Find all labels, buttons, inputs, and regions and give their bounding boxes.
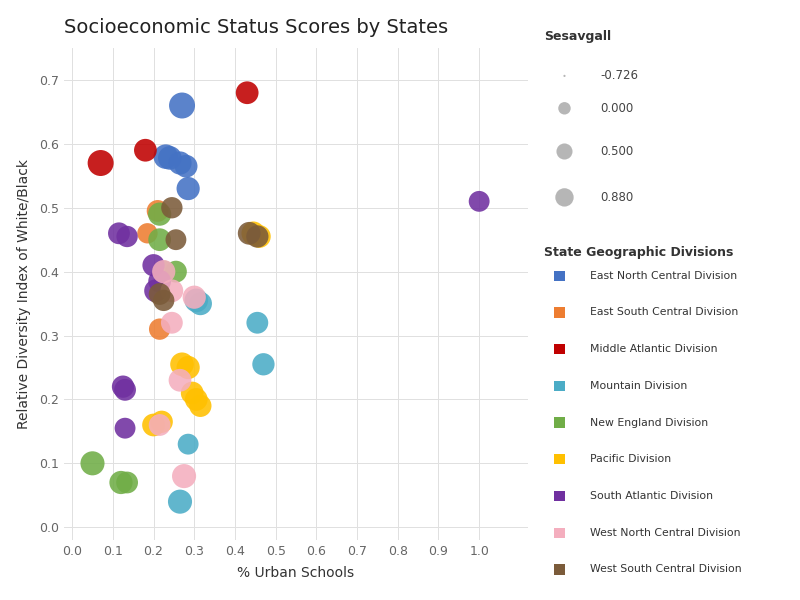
Point	[154, 325, 166, 334]
Text: Sesavgall: Sesavgall	[544, 30, 611, 43]
Point	[194, 401, 206, 410]
Point	[473, 197, 486, 206]
Point	[94, 158, 107, 168]
Point	[166, 318, 178, 328]
Point	[176, 101, 189, 110]
X-axis label: % Urban Schools: % Urban Schools	[238, 566, 354, 580]
Point	[241, 88, 254, 98]
Point	[178, 472, 190, 481]
Text: 0.880: 0.880	[600, 191, 634, 204]
Point	[170, 235, 182, 244]
Text: Middle Atlantic Division: Middle Atlantic Division	[590, 344, 718, 354]
Point	[247, 229, 260, 238]
Point	[154, 235, 166, 244]
Point	[190, 296, 202, 305]
Point	[174, 376, 186, 385]
Point	[151, 206, 164, 216]
Point	[154, 209, 166, 219]
Point	[114, 478, 127, 487]
Point	[188, 292, 201, 302]
Point	[182, 439, 194, 449]
Point	[182, 362, 194, 372]
Point	[158, 267, 170, 277]
Point	[159, 152, 172, 161]
Point	[158, 267, 170, 277]
Point	[121, 232, 134, 241]
Y-axis label: Relative Diversity Index of White/Black: Relative Diversity Index of White/Black	[17, 159, 31, 429]
Text: State Geographic Divisions: State Geographic Divisions	[544, 246, 734, 259]
Text: West South Central Division: West South Central Division	[590, 565, 742, 574]
Text: South Atlantic Division: South Atlantic Division	[590, 491, 713, 501]
Point	[180, 161, 193, 171]
Point	[117, 382, 130, 391]
Point	[149, 286, 162, 296]
Point	[147, 420, 160, 430]
Point	[257, 359, 270, 369]
Point	[176, 359, 189, 369]
Point	[251, 318, 264, 328]
Text: New England Division: New England Division	[590, 418, 708, 428]
Text: -0.726: -0.726	[600, 70, 638, 82]
Text: East North Central Division: East North Central Division	[590, 271, 738, 281]
Point	[154, 289, 166, 299]
Point	[242, 229, 255, 238]
Text: Mountain Division: Mountain Division	[590, 381, 687, 391]
Point	[163, 153, 176, 163]
Point	[170, 267, 182, 277]
Point	[86, 458, 99, 468]
Point	[155, 417, 168, 427]
Text: Socioeconomic Status Scores by States: Socioeconomic Status Scores by States	[64, 18, 448, 37]
Text: West North Central Division: West North Central Division	[590, 528, 741, 538]
Point	[158, 296, 170, 305]
Point	[174, 497, 186, 506]
Point	[154, 420, 166, 430]
Point	[194, 299, 206, 308]
Point	[174, 158, 186, 168]
Point	[166, 286, 178, 296]
Text: 0.000: 0.000	[600, 102, 634, 115]
Point	[139, 145, 152, 155]
Point	[141, 229, 154, 238]
Point	[166, 203, 178, 212]
Text: Pacific Division: Pacific Division	[590, 454, 671, 464]
Point	[253, 232, 266, 241]
Point	[182, 184, 194, 193]
Point	[190, 395, 202, 404]
Point	[186, 388, 198, 398]
Text: 0.500: 0.500	[600, 145, 634, 158]
Point	[118, 424, 131, 433]
Point	[251, 232, 264, 241]
Point	[113, 229, 126, 238]
Point	[154, 277, 166, 286]
Text: East South Central Division: East South Central Division	[590, 307, 738, 317]
Point	[118, 385, 131, 395]
Point	[147, 260, 160, 270]
Point	[121, 478, 134, 487]
